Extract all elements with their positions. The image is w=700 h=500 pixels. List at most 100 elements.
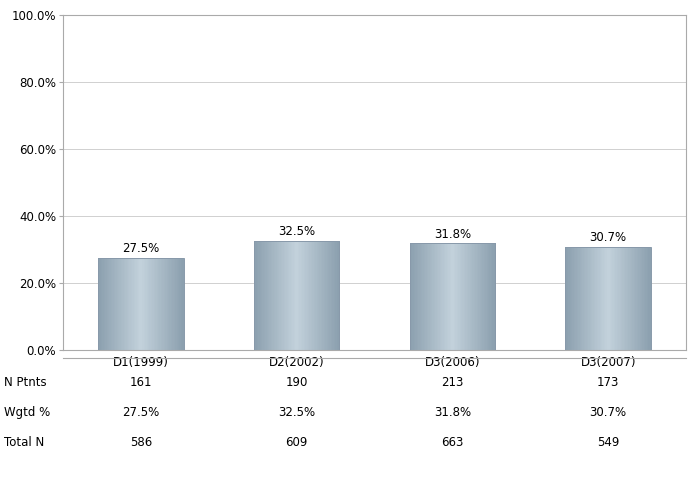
Bar xyxy=(577,247,578,350)
Bar xyxy=(172,258,174,350)
Bar xyxy=(121,258,122,350)
Bar xyxy=(582,247,584,350)
Bar xyxy=(466,244,467,350)
Bar xyxy=(589,247,592,350)
Bar xyxy=(286,241,288,350)
Bar xyxy=(326,241,327,350)
Bar xyxy=(477,244,478,350)
Bar xyxy=(99,258,102,350)
Bar xyxy=(175,258,177,350)
Bar xyxy=(171,258,173,350)
Bar xyxy=(127,258,128,350)
Bar xyxy=(285,241,287,350)
Bar xyxy=(332,241,334,350)
Bar xyxy=(109,258,111,350)
Bar xyxy=(491,244,493,350)
Bar xyxy=(614,247,615,350)
Bar xyxy=(141,258,143,350)
Bar xyxy=(632,247,634,350)
Bar xyxy=(427,244,428,350)
Bar xyxy=(162,258,164,350)
Bar xyxy=(98,258,100,350)
Bar xyxy=(482,244,484,350)
Bar xyxy=(618,247,620,350)
Bar xyxy=(338,241,339,350)
Bar xyxy=(617,247,618,350)
Bar xyxy=(580,247,581,350)
Bar xyxy=(322,241,324,350)
Bar xyxy=(122,258,124,350)
Bar xyxy=(640,247,641,350)
Text: 663: 663 xyxy=(441,436,463,449)
Bar xyxy=(625,247,627,350)
Bar xyxy=(578,247,580,350)
Bar xyxy=(475,244,477,350)
Bar xyxy=(414,244,416,350)
Bar xyxy=(276,241,279,350)
Bar xyxy=(281,241,283,350)
Bar xyxy=(592,247,594,350)
Bar xyxy=(256,241,257,350)
Bar xyxy=(311,241,313,350)
Bar xyxy=(169,258,172,350)
Bar xyxy=(151,258,153,350)
Bar xyxy=(441,244,442,350)
Bar xyxy=(458,244,460,350)
Bar xyxy=(591,247,593,350)
Text: N Ptnts: N Ptnts xyxy=(4,376,46,389)
Bar xyxy=(145,258,147,350)
Bar xyxy=(132,258,134,350)
Bar xyxy=(146,258,148,350)
Text: 31.8%: 31.8% xyxy=(434,406,471,419)
Bar xyxy=(456,244,459,350)
Bar xyxy=(419,244,421,350)
Bar xyxy=(594,247,596,350)
Bar xyxy=(295,241,297,350)
Bar xyxy=(158,258,160,350)
Bar xyxy=(120,258,121,350)
Bar xyxy=(410,244,412,350)
Bar xyxy=(315,241,317,350)
Bar xyxy=(584,247,586,350)
Bar xyxy=(485,244,487,350)
Bar xyxy=(324,241,326,350)
Bar xyxy=(254,241,256,350)
Bar xyxy=(608,247,610,350)
Bar xyxy=(105,258,107,350)
Bar xyxy=(131,258,132,350)
Bar xyxy=(447,244,449,350)
Bar xyxy=(568,247,570,350)
Bar xyxy=(168,258,169,350)
Bar xyxy=(610,247,611,350)
Bar xyxy=(298,241,300,350)
Bar xyxy=(628,247,630,350)
Text: 27.5%: 27.5% xyxy=(122,242,160,255)
Bar xyxy=(606,247,607,350)
Bar xyxy=(161,258,162,350)
Bar xyxy=(573,247,574,350)
Bar xyxy=(428,244,430,350)
Text: 32.5%: 32.5% xyxy=(278,226,315,238)
Bar xyxy=(136,258,139,350)
Text: 173: 173 xyxy=(597,376,620,389)
Bar xyxy=(301,241,302,350)
Bar xyxy=(174,258,176,350)
Bar xyxy=(144,258,146,350)
Bar xyxy=(130,258,131,350)
Bar xyxy=(461,244,463,350)
Bar xyxy=(492,244,494,350)
Bar xyxy=(451,244,453,350)
Bar xyxy=(335,241,337,350)
Bar xyxy=(104,258,106,350)
Bar xyxy=(478,244,480,350)
Text: 30.7%: 30.7% xyxy=(589,232,626,244)
Bar xyxy=(575,247,577,350)
Bar xyxy=(424,244,426,350)
Bar xyxy=(638,247,640,350)
Bar xyxy=(621,247,623,350)
Bar xyxy=(291,241,293,350)
Bar xyxy=(113,258,116,350)
Bar xyxy=(167,258,168,350)
Bar xyxy=(418,244,420,350)
Bar xyxy=(448,244,450,350)
